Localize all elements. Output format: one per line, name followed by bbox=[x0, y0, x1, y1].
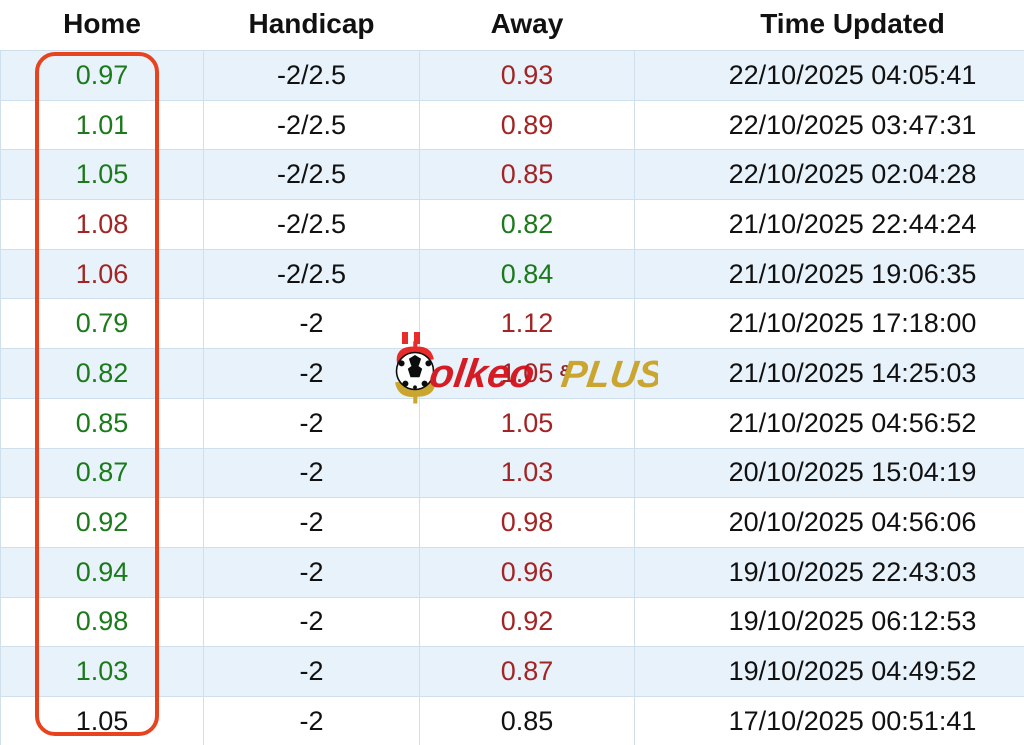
svg-text:olkeo: olkeo bbox=[427, 351, 538, 396]
svg-text:PLUS: PLUS bbox=[559, 353, 658, 396]
